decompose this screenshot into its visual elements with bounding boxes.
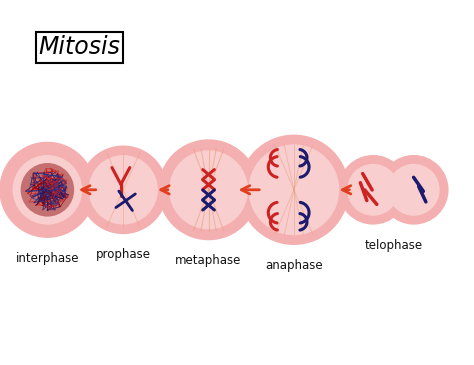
Ellipse shape [249, 145, 338, 234]
Text: telophase: telophase [365, 239, 422, 251]
Text: Mitosis: Mitosis [38, 35, 120, 59]
Ellipse shape [21, 164, 73, 216]
FancyBboxPatch shape [36, 32, 123, 63]
Ellipse shape [159, 140, 258, 239]
Ellipse shape [80, 146, 167, 233]
Ellipse shape [13, 155, 82, 224]
Ellipse shape [389, 165, 439, 215]
Ellipse shape [239, 135, 348, 244]
Text: prophase: prophase [96, 248, 151, 261]
Ellipse shape [170, 151, 247, 228]
Ellipse shape [0, 142, 95, 237]
Ellipse shape [89, 156, 157, 224]
Ellipse shape [348, 165, 398, 215]
Text: metaphase: metaphase [175, 254, 242, 267]
Ellipse shape [339, 155, 407, 224]
Ellipse shape [380, 155, 448, 224]
Text: anaphase: anaphase [265, 259, 323, 272]
Text: interphase: interphase [16, 252, 79, 265]
